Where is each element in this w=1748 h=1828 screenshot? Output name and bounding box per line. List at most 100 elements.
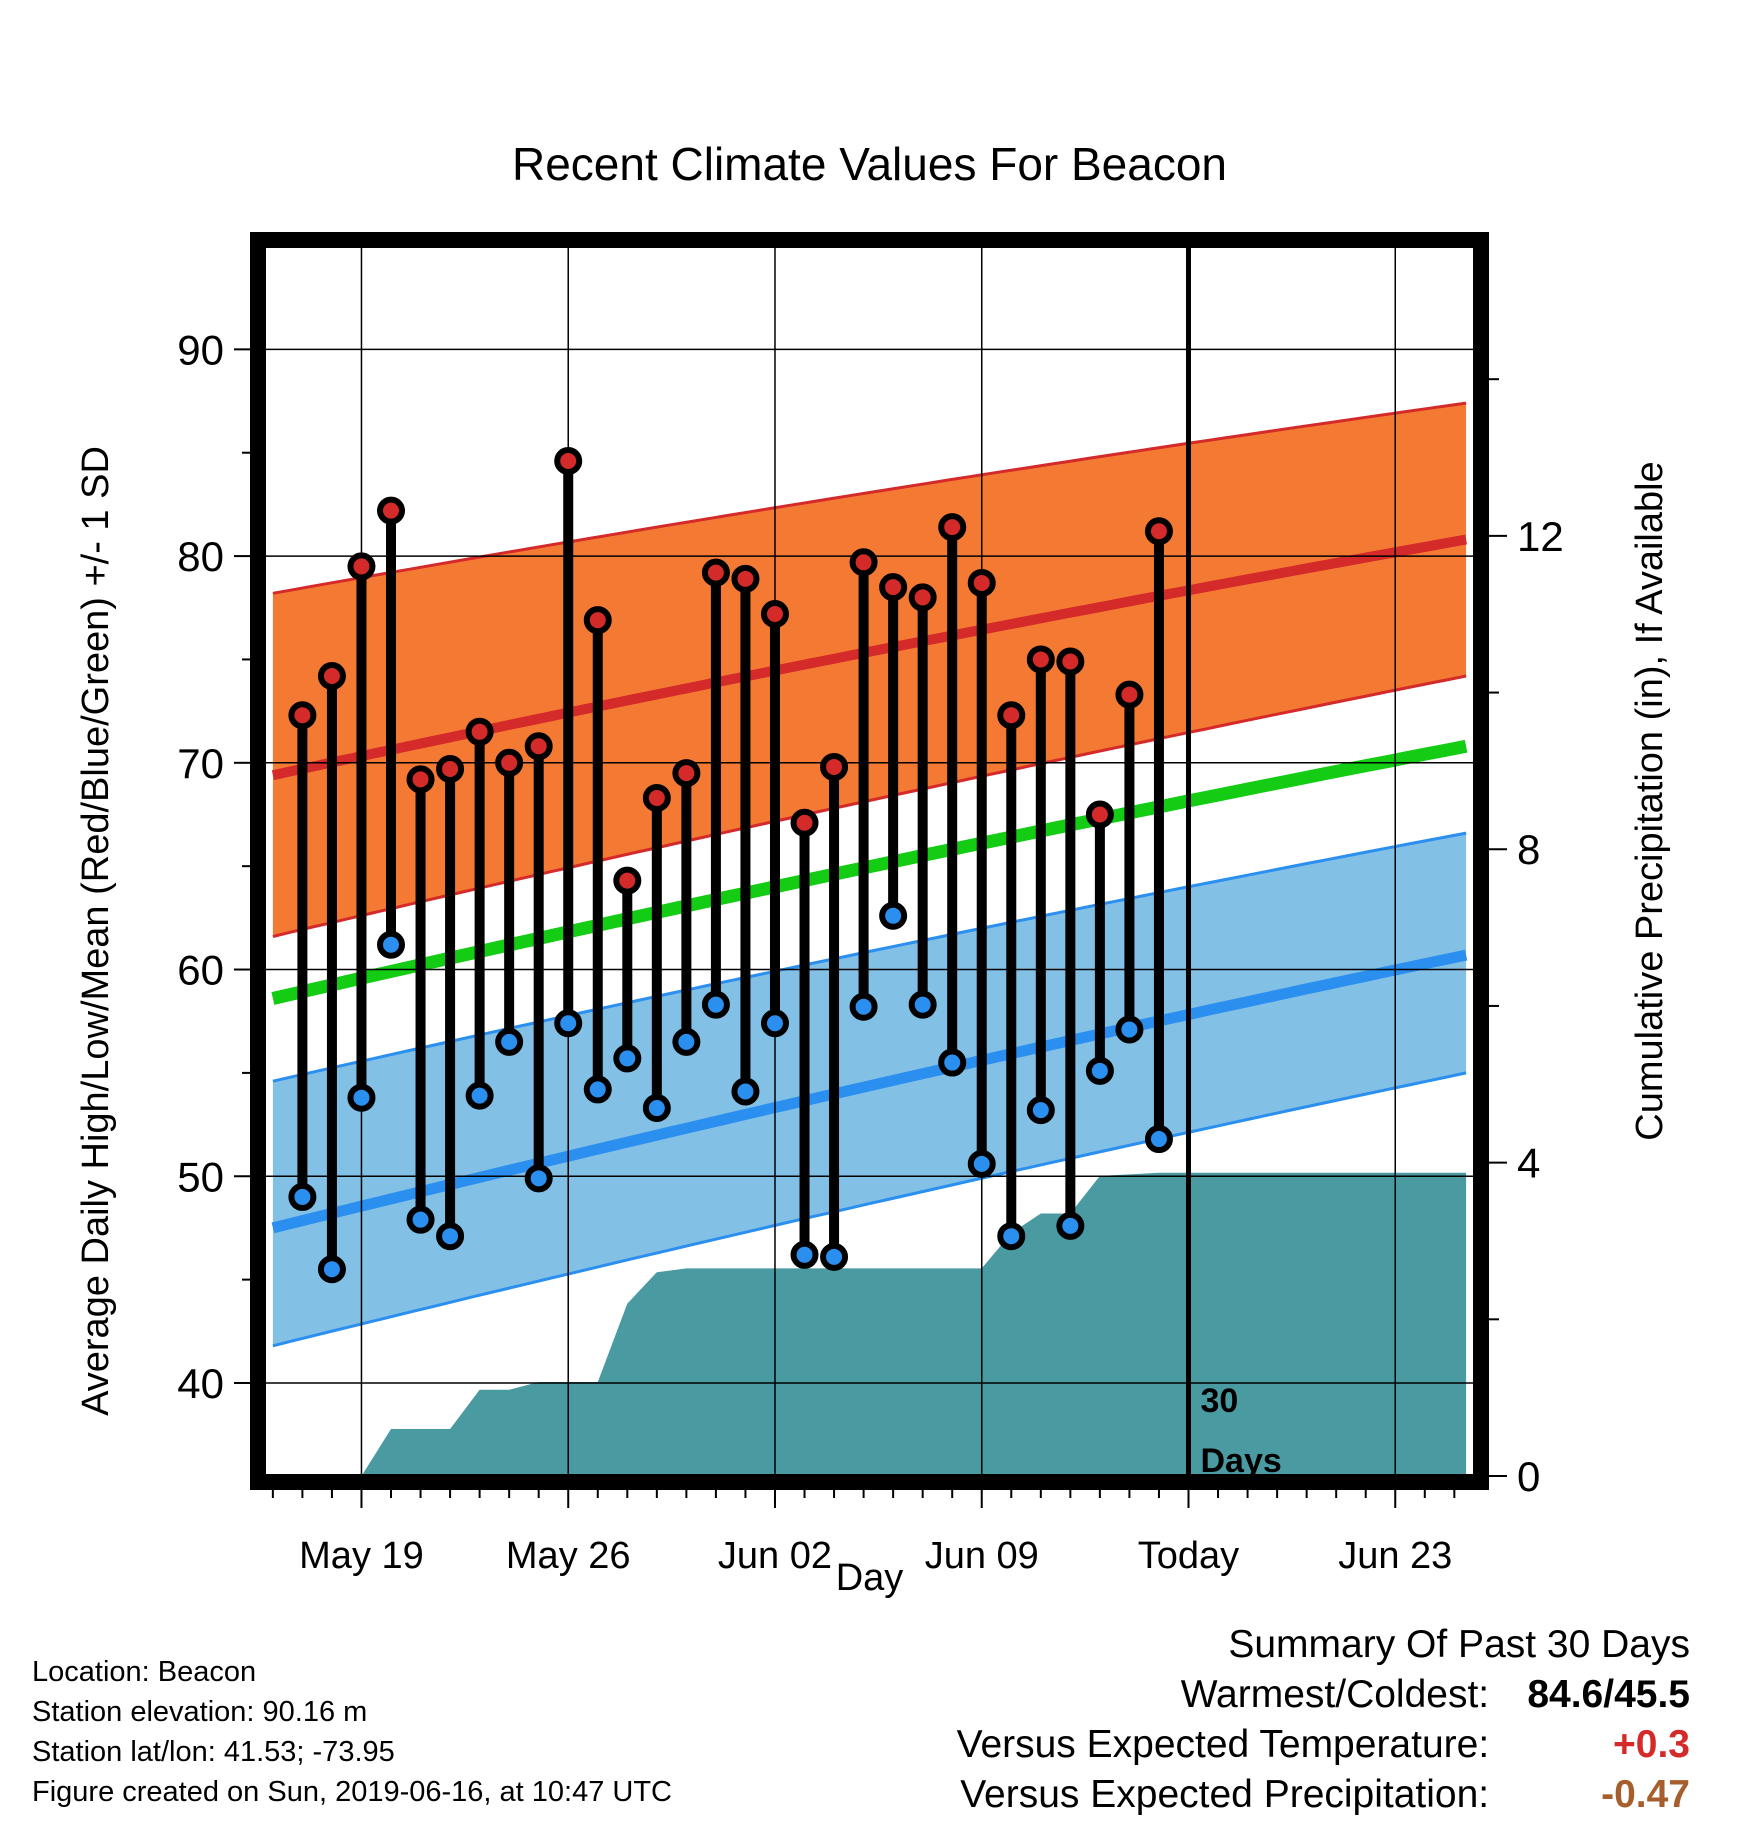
- high-marker: [495, 748, 524, 777]
- y-tick-label: 60: [177, 947, 224, 994]
- y2-tick-label: 8: [1517, 826, 1540, 873]
- plot-area: 30 Days: [264, 246, 1475, 1480]
- y-axis-right: 0 4 8 12: [1489, 378, 1564, 1500]
- low-marker: [672, 1027, 701, 1056]
- summary-heading: Summary Of Past 30 Days: [1228, 1623, 1690, 1666]
- summary-panel: Summary Of Past 30 Days Warmest/Coldest:…: [957, 1620, 1690, 1820]
- low-marker: [613, 1044, 642, 1073]
- high-marker: [908, 583, 937, 612]
- summary-temp-row: Versus Expected Temperature: +0.3: [957, 1720, 1690, 1770]
- mean-normal-line: [271, 739, 1468, 1005]
- low-marker: [554, 1009, 583, 1038]
- y-axis-left: 40 50 60 70 80 90: [177, 326, 250, 1407]
- created-text: Figure created on Sun, 2019-06-16, at 10…: [32, 1776, 672, 1808]
- y-tick-label: 40: [177, 1360, 224, 1407]
- high-marker: [1115, 680, 1144, 709]
- y-tick-label: 50: [177, 1153, 224, 1200]
- high-marker: [997, 701, 1026, 730]
- chart-title: Recent Climate Values For Beacon: [512, 138, 1227, 190]
- high-marker: [436, 755, 465, 784]
- low-marker: [347, 1083, 376, 1112]
- low-marker: [790, 1240, 819, 1269]
- high-marker: [317, 661, 346, 690]
- precip-area: [272, 1172, 1467, 1476]
- low-marker: [1026, 1096, 1055, 1125]
- high-marker: [731, 564, 760, 593]
- low-marker: [701, 990, 730, 1019]
- high-marker: [849, 548, 878, 577]
- low-marker: [1115, 1015, 1144, 1044]
- station-info: Location: Beacon Station elevation: 90.1…: [32, 1652, 672, 1812]
- low-marker: [406, 1205, 435, 1234]
- warmest-label: Warmest/Coldest:: [1180, 1673, 1490, 1716]
- low-marker: [436, 1222, 465, 1251]
- temp-label: Versus Expected Temperature:: [956, 1723, 1490, 1766]
- high-marker: [377, 496, 406, 525]
- low-marker: [879, 901, 908, 930]
- y-tick-label: 90: [177, 326, 224, 373]
- y-tick-label: 80: [177, 533, 224, 580]
- high-lower-line: [272, 674, 1467, 938]
- x-axis-title: Day: [836, 1557, 904, 1599]
- y-axis-title: Average Daily High/Low/Mean (Red/Blue/Gr…: [75, 446, 117, 1416]
- high-marker: [820, 752, 849, 781]
- y2-tick-label: 4: [1517, 1140, 1540, 1187]
- low-marker: [1056, 1211, 1085, 1240]
- x-tick-label: Jun 23: [1338, 1535, 1452, 1577]
- low-marker: [524, 1164, 553, 1193]
- x-tick-label: May 19: [299, 1535, 424, 1577]
- low-marker: [760, 1009, 789, 1038]
- high-marker: [465, 717, 494, 746]
- low-marker: [642, 1094, 671, 1123]
- high-marker: [672, 759, 701, 788]
- low-marker: [495, 1027, 524, 1056]
- y-tick-label: 70: [177, 740, 224, 787]
- high-upper-line: [272, 401, 1467, 595]
- location-text: Location: Beacon: [32, 1656, 257, 1688]
- high-marker: [524, 732, 553, 761]
- elevation-text: Station elevation: 90.16 m: [32, 1696, 368, 1728]
- low-marker: [938, 1048, 967, 1077]
- low-marker: [583, 1075, 612, 1104]
- high-marker: [790, 808, 819, 837]
- high-marker: [554, 446, 583, 475]
- summary-warmest-row: Warmest/Coldest: 84.6/45.5: [957, 1670, 1690, 1720]
- x-tick-label: Today: [1138, 1535, 1239, 1577]
- low-marker: [849, 992, 878, 1021]
- low-upper-line: [272, 831, 1467, 1083]
- low-marker: [1085, 1056, 1114, 1085]
- high-marker: [879, 573, 908, 602]
- high-marker: [1026, 645, 1055, 674]
- low-normal-line: [271, 949, 1468, 1234]
- high-marker: [583, 606, 612, 635]
- temp-value: +0.3: [1613, 1723, 1690, 1766]
- low-marker: [288, 1182, 317, 1211]
- low-marker: [820, 1242, 849, 1271]
- precip-value: -0.47: [1601, 1773, 1690, 1816]
- low-marker: [997, 1222, 1026, 1251]
- today-days-word: Days: [1200, 1442, 1281, 1480]
- precip-label: Versus Expected Precipitation:: [960, 1773, 1490, 1816]
- high-marker: [938, 513, 967, 542]
- plot-frame: [250, 232, 1489, 1490]
- low-marker: [317, 1255, 346, 1284]
- high-marker: [613, 866, 642, 895]
- x-tick-label: Jun 02: [718, 1535, 832, 1577]
- x-tick-label: Jun 09: [925, 1535, 1039, 1577]
- high-marker: [1085, 800, 1114, 829]
- high-marker: [967, 568, 996, 597]
- high-marker: [760, 599, 789, 628]
- high-marker: [701, 558, 730, 587]
- y2-tick-label: 0: [1517, 1453, 1540, 1500]
- summary-precip-row: Versus Expected Precipitation: -0.47: [957, 1770, 1690, 1820]
- high-marker: [288, 701, 317, 730]
- latlon-text: Station lat/lon: 41.53; -73.95: [32, 1736, 395, 1768]
- high-marker: [347, 552, 376, 581]
- x-axis: May 19 May 26 Jun 02 Jun 09 Today Jun 23: [271, 1490, 1456, 1577]
- y2-axis-title: Cumulative Precipitation (in), If Availa…: [1629, 461, 1671, 1140]
- low-marker: [377, 930, 406, 959]
- low-marker: [967, 1149, 996, 1178]
- low-marker: [465, 1081, 494, 1110]
- high-marker: [1056, 647, 1085, 676]
- high-marker: [1144, 517, 1173, 546]
